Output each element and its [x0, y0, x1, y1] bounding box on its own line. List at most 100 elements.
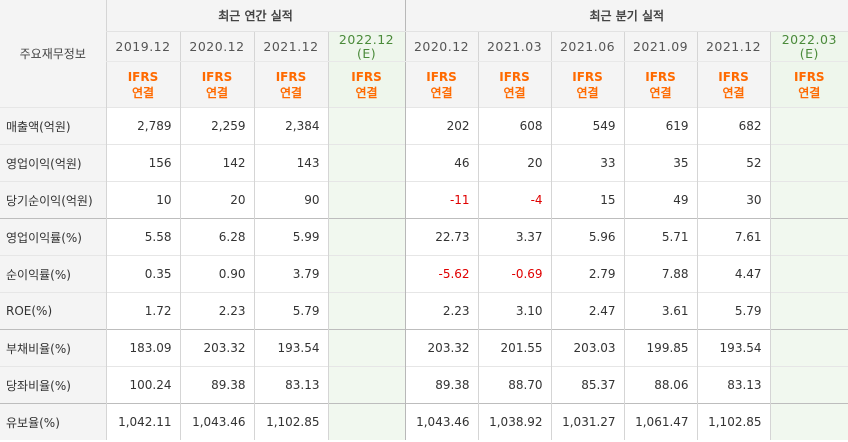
row-label-header: 주요재무정보	[0, 0, 106, 108]
annual-value: 89.38	[179, 366, 254, 404]
annual-value: 143	[253, 144, 328, 182]
table-row: 매출액(억원) 2,789 2,259 2,384 202 608 549 619 682	[0, 107, 848, 145]
quarter-value	[769, 292, 848, 330]
annual-value	[327, 366, 406, 404]
row-label: 영업이익(억원)	[0, 144, 106, 182]
quarter-value: 20	[477, 144, 552, 182]
accounting-standard-label: IFRS 연결	[477, 61, 552, 108]
accounting-standard-label: IFRS 연결	[404, 61, 479, 108]
quarter-value	[769, 403, 848, 440]
annual-value: 0.90	[179, 255, 254, 293]
row-label: 매출액(억원)	[0, 107, 106, 145]
annual-value	[327, 292, 406, 330]
quarter-value: 682	[696, 107, 771, 145]
quarter-value: 3.37	[477, 218, 552, 256]
quarter-value: 7.88	[623, 255, 698, 293]
annual-value	[327, 181, 406, 219]
row-label: 영업이익률(%)	[0, 218, 106, 256]
annual-value: 1,042.11	[105, 403, 180, 440]
annual-value	[327, 144, 406, 182]
row-label: 유보율(%)	[0, 403, 106, 440]
quarter-value	[769, 329, 848, 367]
standard-consolidated: 연결	[576, 85, 599, 100]
annual-value: 203.32	[179, 329, 254, 367]
table-row: 순이익률(%) 0.35 0.90 3.79 -5.62 -0.69 2.79 7.88 4.4…	[0, 255, 848, 293]
quarter-value: -4	[477, 181, 552, 219]
table-body: 매출액(억원) 2,789 2,259 2,384 202 608 549 619 682 영업이…	[0, 107, 848, 440]
annual-value	[327, 255, 406, 293]
standard-consolidated: 연결	[430, 85, 453, 100]
row-label: 부채비율(%)	[0, 329, 106, 367]
annual-value: 6.28	[179, 218, 254, 256]
annual-period-estimate: 2022.12 (E)	[327, 31, 406, 62]
quarter-value: 85.37	[550, 366, 625, 404]
standard-consolidated: 연결	[798, 85, 821, 100]
annual-value: 10	[105, 181, 180, 219]
standard-ifrs: IFRS	[572, 69, 603, 84]
annual-value: 2,259	[179, 107, 254, 145]
quarter-period: 2021.12	[696, 31, 771, 62]
quarter-value: 5.96	[550, 218, 625, 256]
annual-period: 2019.12	[105, 31, 180, 62]
annual-value: 1,102.85	[253, 403, 328, 440]
quarter-value: 3.61	[623, 292, 698, 330]
quarter-value: 5.79	[696, 292, 771, 330]
annual-value: 0.35	[105, 255, 180, 293]
quarter-period: 2021.09	[623, 31, 698, 62]
quarter-value	[769, 366, 848, 404]
annual-value: 5.58	[105, 218, 180, 256]
standard-consolidated: 연결	[355, 85, 378, 100]
quarter-value: 33	[550, 144, 625, 182]
quarter-value: 2.79	[550, 255, 625, 293]
quarter-value: 202	[404, 107, 479, 145]
quarter-value: 83.13	[696, 366, 771, 404]
quarter-period: 2021.03	[477, 31, 552, 62]
table-row: 당기순이익(억원) 10 20 90 -11 -4 15 49 30	[0, 181, 848, 219]
quarter-value: 2.23	[404, 292, 479, 330]
quarter-value	[769, 144, 848, 182]
quarter-value: 88.06	[623, 366, 698, 404]
annual-estimate-tag: (E)	[356, 45, 377, 61]
annual-value	[327, 218, 406, 256]
quarter-group-header: 최근 분기 실적	[404, 0, 848, 32]
annual-period: 2020.12	[179, 31, 254, 62]
accounting-standard-label: IFRS 연결	[769, 61, 848, 108]
table-header: 주요재무정보 최근 연간 실적 최근 분기 실적 2019.12 2020.12…	[0, 0, 848, 108]
accounting-standard-label: IFRS 연결	[623, 61, 698, 108]
annual-value: 1.72	[105, 292, 180, 330]
quarter-value: 15	[550, 181, 625, 219]
table-row: 유보율(%) 1,042.11 1,043.46 1,102.85 1,043.46 1,…	[0, 403, 848, 440]
annual-value: 100.24	[105, 366, 180, 404]
table-row: 당좌비율(%) 100.24 89.38 83.13 89.38 88.70 85.37 88…	[0, 366, 848, 404]
annual-value: 90	[253, 181, 328, 219]
quarter-value: 203.32	[404, 329, 479, 367]
annual-value: 2,789	[105, 107, 180, 145]
standard-consolidated: 연결	[649, 85, 672, 100]
quarter-value: 3.10	[477, 292, 552, 330]
standard-consolidated: 연결	[205, 85, 229, 100]
table-row: 영업이익(억원) 156 142 143 46 20 33 35 52	[0, 144, 848, 182]
standard-ifrs: IFRS	[718, 69, 749, 84]
quarter-value: -5.62	[404, 255, 479, 293]
annual-value: 193.54	[253, 329, 328, 367]
row-label: 당기순이익(억원)	[0, 181, 106, 219]
annual-value: 2.23	[179, 292, 254, 330]
annual-value	[327, 107, 406, 145]
quarter-value	[769, 218, 848, 256]
quarter-value: 549	[550, 107, 625, 145]
quarter-value: 2.47	[550, 292, 625, 330]
standard-ifrs: IFRS	[201, 69, 233, 84]
row-label: 당좌비율(%)	[0, 366, 106, 404]
quarter-value	[769, 107, 848, 145]
quarter-value: 1,031.27	[550, 403, 625, 440]
accounting-standard-label: IFRS 연결	[105, 61, 180, 108]
quarter-value: 1,038.92	[477, 403, 552, 440]
row-label: ROE(%)	[0, 292, 106, 330]
standard-ifrs: IFRS	[127, 69, 159, 84]
quarter-value: 1,043.46	[404, 403, 479, 440]
quarter-value: 46	[404, 144, 479, 182]
quarter-value: 22.73	[404, 218, 479, 256]
annual-value: 5.79	[253, 292, 328, 330]
annual-value: 3.79	[253, 255, 328, 293]
quarter-value: 89.38	[404, 366, 479, 404]
